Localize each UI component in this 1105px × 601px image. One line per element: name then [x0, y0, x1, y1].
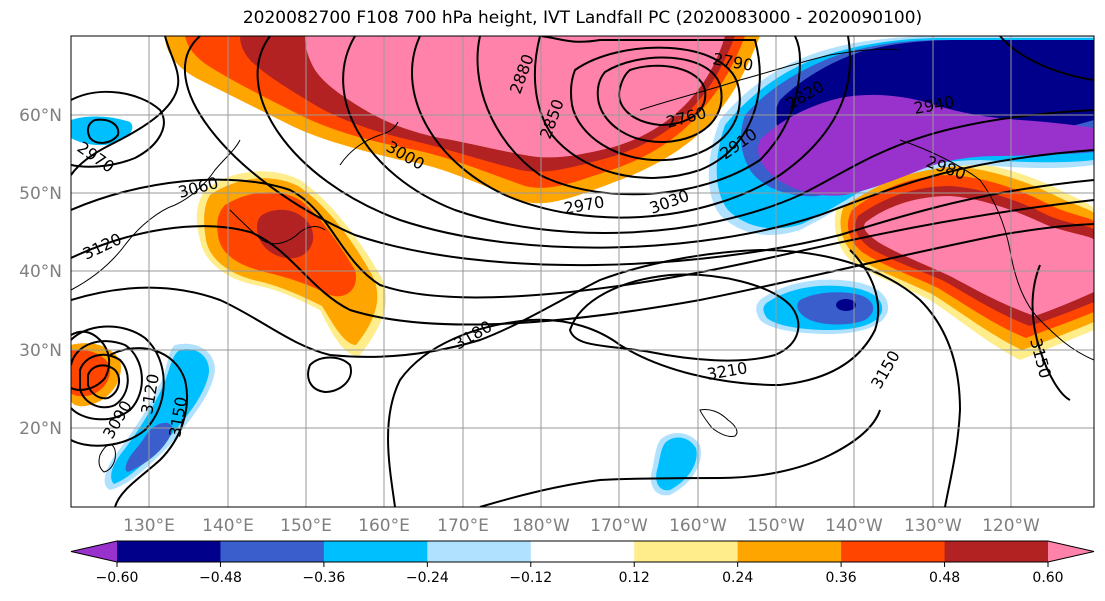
colorbar-tick-label: −0.48 — [199, 570, 242, 586]
coastline-kamchatka — [339, 121, 399, 166]
map-border — [70, 35, 1095, 508]
contour-line — [71, 223, 1094, 326]
contour-line — [387, 249, 880, 507]
contour-line — [71, 178, 1094, 299]
latitude-label: 50°N — [19, 184, 62, 204]
colorbar-tick-label: −0.60 — [96, 570, 139, 586]
contour-line — [71, 330, 111, 391]
latitude-label: 30°N — [19, 341, 62, 361]
negative-region-alaska — [758, 94, 1094, 196]
longitude-label: 170°E — [437, 516, 489, 536]
colorbar-segment — [737, 541, 842, 562]
negative-region-subtropical — [656, 437, 697, 491]
negative-region-central — [836, 299, 856, 311]
latitude-label: 40°N — [19, 262, 62, 282]
contour-line — [342, 36, 1094, 234]
latitude-axis: 60°N 50°N 40°N 30°N 20°N — [19, 106, 62, 439]
colorbar-segment — [944, 541, 1049, 562]
contour-line — [71, 325, 165, 447]
positive-region-north — [305, 36, 725, 158]
longitude-label: 180°W — [512, 516, 570, 536]
colorbar-tick-label: 0.24 — [722, 570, 753, 586]
longitude-label: 140°E — [202, 516, 254, 536]
latitude-label: 60°N — [19, 106, 62, 126]
coastline-taiwan — [98, 444, 116, 473]
colorbar-segment — [427, 541, 532, 562]
map-title: 2020082700 F108 700 hPa height, IVT Land… — [242, 8, 923, 28]
colorbar-segment — [220, 541, 325, 562]
colorbar-tick-label: 0.48 — [929, 570, 960, 586]
ivt-shading — [71, 36, 1094, 507]
longitude-label: 170°W — [590, 516, 648, 536]
contour-line — [570, 46, 741, 162]
coastline-japan — [229, 209, 326, 245]
latitude-label: 20°N — [19, 419, 62, 439]
contour-line — [596, 56, 723, 144]
colorbar-tick-label: 0.36 — [826, 570, 857, 586]
colorbar-tick-label: 0.60 — [1032, 570, 1063, 586]
contour-line — [86, 118, 120, 144]
coastline-hawaii — [699, 409, 738, 437]
contour-line — [476, 36, 802, 196]
longitude-label: 150°E — [280, 516, 332, 536]
longitude-label: 120°W — [982, 516, 1040, 536]
contour-line — [307, 356, 352, 394]
contour-line — [618, 64, 707, 127]
longitude-label: 130°E — [123, 516, 175, 536]
colorbar-segment — [530, 541, 635, 562]
longitude-label: 130°W — [904, 516, 962, 536]
graticule — [71, 36, 1094, 507]
coastline-northamerica — [899, 139, 1094, 361]
contour-line — [71, 90, 165, 168]
longitude-label: 140°W — [825, 516, 883, 536]
colorbar-tick-label: −0.12 — [509, 570, 552, 586]
contour-line — [71, 36, 180, 176]
longitude-label: 160°W — [669, 516, 727, 536]
contour-line — [71, 340, 143, 421]
contour-line — [183, 36, 1094, 267]
longitude-axis: 130°E 140°E 150°E 160°E 170°E 180°W 170°… — [123, 516, 1040, 536]
contour-line — [411, 36, 852, 219]
contour-line — [87, 364, 121, 400]
contour-line — [568, 273, 800, 362]
contour-line — [999, 36, 1094, 81]
contour-line — [256, 36, 1094, 249]
colorbar-segment — [634, 541, 739, 562]
colorbar-extension-max — [1048, 541, 1094, 562]
longitude-label: 160°E — [358, 516, 410, 536]
negative-region-west — [71, 116, 133, 146]
colorbar-tick-label: −0.24 — [406, 570, 449, 586]
colorbar-extension-min — [71, 541, 117, 562]
colorbar-tick-label: 0.12 — [619, 570, 650, 586]
contour-line — [79, 353, 129, 409]
colorbar-segment — [117, 541, 221, 562]
contour-line — [479, 409, 881, 507]
colorbar-segment — [323, 541, 428, 562]
height-contours — [71, 36, 1094, 507]
coastline-asia — [71, 139, 241, 291]
colorbar: −0.60 −0.48 −0.36 −0.24 −0.12 0.12 0.24 0.36 0.4… — [70, 540, 1095, 586]
positive-region-japan — [257, 209, 314, 259]
colorbar-tick-label: −0.36 — [302, 570, 345, 586]
colorbar-segment — [841, 541, 946, 562]
longitude-label: 150°W — [747, 516, 805, 536]
